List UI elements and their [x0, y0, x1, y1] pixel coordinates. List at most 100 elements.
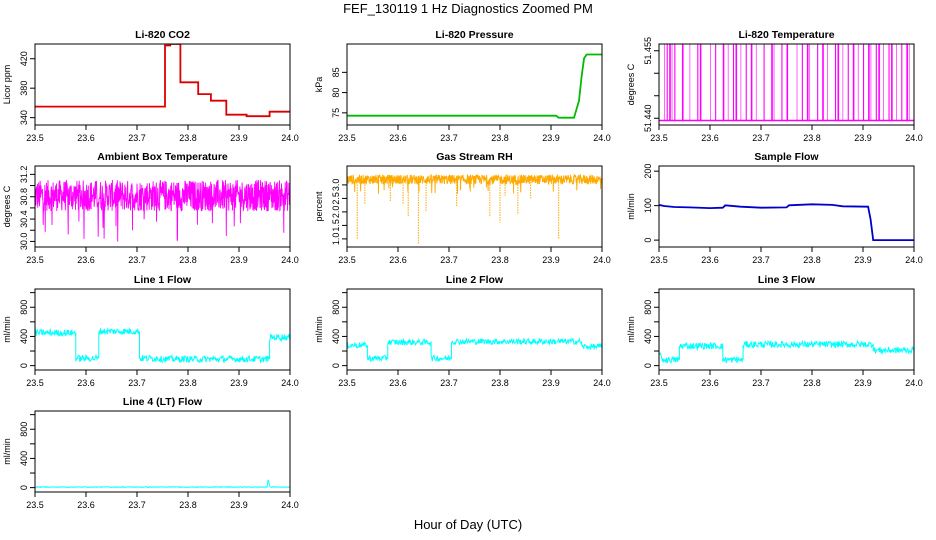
spike-mark	[857, 44, 859, 121]
data-area	[35, 479, 290, 489]
plot-frame	[658, 288, 915, 371]
x-tick-label: 23.5	[650, 133, 668, 143]
series-line	[35, 327, 290, 364]
spike-mark	[674, 44, 676, 121]
spike-mark	[901, 44, 903, 121]
x-tick-label: 23.8	[803, 255, 821, 265]
spike-mark	[883, 44, 884, 121]
x-tick-label: 23.5	[26, 133, 44, 143]
y-axis-label: ml/min	[626, 193, 636, 220]
y-tick-label: 3.0	[331, 179, 341, 192]
x-tick-label: 24.0	[281, 133, 299, 143]
spike-mark	[834, 44, 837, 121]
spike-mark	[906, 44, 908, 121]
panel-title: Line 4 (LT) Flow	[123, 396, 203, 408]
series-line	[659, 339, 914, 365]
x-tick-label: 23.8	[491, 255, 509, 265]
spike-mark	[809, 44, 811, 121]
series-line	[659, 203, 914, 241]
panel-title: Line 1 Flow	[134, 274, 192, 286]
x-tick-label: 24.0	[281, 500, 299, 510]
plot-frame	[34, 43, 291, 126]
x-tick-label: 23.5	[26, 500, 44, 510]
spike-mark	[671, 44, 673, 121]
x-tick-label: 23.8	[803, 133, 821, 143]
x-tick-label: 23.5	[338, 378, 356, 388]
spike-mark	[888, 44, 890, 121]
data-area	[347, 53, 602, 119]
panel-10: Line 4 (LT) Flow ml/min 23.5 23.6 23.7 23.8 23…	[2, 396, 299, 510]
spike-mark	[817, 44, 819, 121]
spike-mark	[891, 44, 893, 121]
y-tick-label: 340	[19, 110, 29, 125]
y-tick-label: 800	[643, 300, 653, 315]
plot-frame	[346, 165, 603, 248]
x-tick-label: 24.0	[281, 378, 299, 388]
spike-mark	[781, 44, 783, 121]
x-tick-label: 23.6	[389, 378, 407, 388]
spike-mark	[868, 44, 870, 121]
x-tick-label: 24.0	[593, 255, 611, 265]
x-tick-label: 23.5	[26, 255, 44, 265]
panel-title: Li-820 Temperature	[738, 29, 834, 41]
spike-mark	[715, 44, 717, 121]
panel-7: Line 1 Flow ml/min 23.5 23.6 23.7 23.8 23.9 24.…	[2, 274, 299, 388]
plot-frame	[34, 410, 291, 493]
y-axis-label: degrees C	[2, 185, 12, 227]
y-tick-label: 2.0	[331, 206, 341, 219]
y-tick-label: 0	[643, 363, 653, 368]
figure-x-axis-label: Hour of Day (UTC)	[413, 517, 523, 532]
x-tick-label: 23.7	[128, 133, 146, 143]
y-axis-label: ml/min	[626, 316, 636, 343]
spike-mark	[681, 44, 684, 121]
x-tick-label: 23.6	[77, 133, 95, 143]
spike-mark	[786, 44, 789, 121]
x-tick-label: 23.7	[128, 378, 146, 388]
spike-mark	[727, 44, 729, 121]
series-line	[347, 337, 602, 363]
panel-8: Line 2 Flow ml/min 23.5 23.6 23.7 23.8 23.9 24.…	[314, 274, 611, 388]
x-tick-label: 23.6	[389, 255, 407, 265]
x-tick-label: 24.0	[593, 378, 611, 388]
spike-mark	[847, 44, 849, 121]
y-tick-label: 0	[331, 363, 341, 368]
y-tick-label: 51.440	[643, 104, 653, 132]
plot-frame	[34, 165, 291, 248]
spike-mark	[697, 44, 699, 121]
y-tick-label: 31.2	[19, 166, 29, 184]
x-tick-label: 23.6	[701, 133, 719, 143]
y-tick-label: 0	[19, 485, 29, 490]
x-tick-label: 23.7	[128, 500, 146, 510]
x-tick-label: 24.0	[281, 255, 299, 265]
spike-mark	[735, 44, 738, 121]
spike-mark	[863, 44, 865, 121]
x-tick-label: 24.0	[593, 133, 611, 143]
y-tick-label: 400	[19, 451, 29, 466]
data-area	[659, 203, 914, 241]
x-tick-label: 23.9	[542, 133, 560, 143]
figure-title: FEF_130119 1 Hz Diagnostics Zoomed PM	[343, 1, 593, 16]
spike-mark	[666, 44, 668, 121]
y-tick-label: 85	[331, 67, 341, 77]
spike-mark	[837, 44, 840, 121]
x-tick-label: 23.7	[440, 378, 458, 388]
spike-mark	[842, 44, 844, 121]
y-axis-label: ml/min	[314, 316, 324, 343]
spike-mark	[806, 44, 809, 121]
data-area	[659, 44, 914, 122]
spike-mark	[755, 44, 757, 121]
y-tick-label: 420	[19, 51, 29, 66]
panel-title: Ambient Box Temperature	[97, 151, 228, 163]
x-tick-label: 23.6	[701, 255, 719, 265]
data-area	[35, 44, 290, 118]
x-tick-label: 23.8	[179, 255, 197, 265]
x-tick-label: 23.9	[230, 378, 248, 388]
panel-2: Li-820 Pressure kPa 23.5 23.6 23.7 23.8 23.9 24…	[314, 29, 611, 143]
x-tick-label: 23.6	[77, 500, 95, 510]
x-tick-label: 23.7	[440, 255, 458, 265]
panel-title: Li-820 Pressure	[435, 29, 513, 41]
y-axis-label: Licor ppm	[2, 65, 12, 105]
panel-title: Line 2 Flow	[446, 274, 504, 286]
x-tick-label: 23.5	[26, 378, 44, 388]
